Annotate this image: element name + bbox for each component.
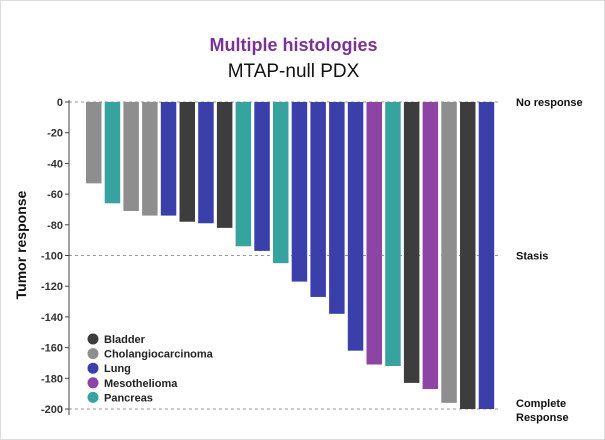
legend-label: Mesothelioma — [104, 378, 178, 390]
bar — [235, 102, 252, 247]
bar — [403, 102, 420, 383]
legend-swatch — [87, 377, 99, 389]
reference-label: Complete Response — [516, 398, 569, 424]
bar — [310, 102, 326, 297]
y-tick-label: -140 — [41, 312, 63, 324]
bar — [160, 102, 177, 216]
y-tick-label: -60 — [47, 189, 63, 201]
y-tick-label: -80 — [47, 220, 63, 232]
legend-swatch — [87, 333, 99, 345]
bar — [142, 102, 158, 216]
chart-title: Multiple histologies — [209, 35, 378, 55]
y-tick-label: -100 — [41, 251, 63, 263]
bar — [366, 102, 382, 365]
legend: Bladder Cholangiocarcinoma Lung Mesotheliom… — [87, 333, 214, 404]
bar — [198, 102, 214, 224]
legend-swatch — [87, 362, 99, 374]
reference-label: No response — [516, 97, 583, 109]
legend-label: Cholangiocarcinoma — [104, 349, 214, 361]
legend-label: Lung — [104, 363, 131, 375]
y-tick-label: 0 — [57, 97, 63, 109]
y-axis-label: Tumor response — [13, 190, 29, 299]
bar — [123, 102, 139, 211]
bar — [478, 102, 495, 409]
y-tick-label: -180 — [41, 373, 63, 385]
bar — [86, 102, 102, 184]
legend-swatch — [87, 348, 99, 360]
y-tick-label: -40 — [47, 158, 63, 170]
bar — [460, 102, 476, 409]
y-tick-label: -200 — [41, 404, 63, 416]
y-tick-label: -160 — [41, 343, 63, 355]
bar — [329, 102, 345, 314]
bar — [385, 102, 401, 367]
y-tick-label: -120 — [41, 281, 63, 293]
bar — [291, 102, 308, 282]
chart-subtitle: MTAP-null PDX — [227, 61, 360, 82]
y-axis: 0 -20 -40 -60 -80 -100 -120 -140 -160 -180 -200 — [41, 97, 70, 416]
bar — [273, 102, 289, 264]
reference-lines: No response Stasis Complete Response — [69, 97, 583, 424]
legend-label: Pancreas — [104, 392, 153, 404]
bar — [422, 102, 439, 390]
legend-swatch — [87, 391, 99, 403]
bar — [347, 102, 364, 351]
bar — [104, 102, 121, 204]
bar — [179, 102, 195, 222]
reference-label: Stasis — [516, 251, 548, 263]
legend-label: Bladder — [104, 334, 146, 346]
bars — [86, 102, 495, 409]
bar — [254, 102, 270, 251]
bar — [441, 102, 457, 403]
bar — [216, 102, 233, 228]
y-tick-label: -20 — [47, 128, 63, 140]
